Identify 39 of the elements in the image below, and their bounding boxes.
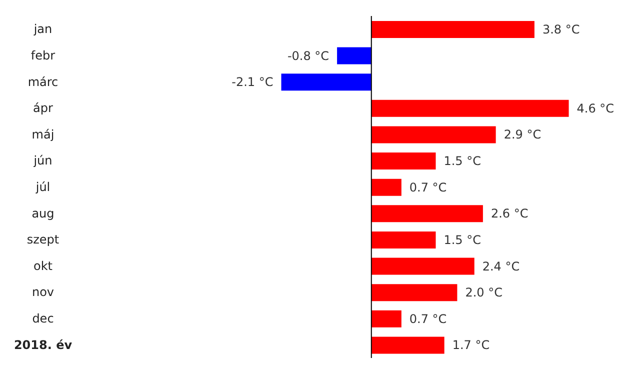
- data-label: 2.0 °C: [465, 286, 502, 300]
- data-label: 4.6 °C: [576, 101, 614, 116]
- data-label: 1.5 °C: [444, 154, 482, 168]
- y-tick-label: jún: [32, 154, 52, 168]
- bar: [371, 258, 474, 275]
- y-tick-label: aug: [32, 206, 54, 220]
- data-label: 0.7 °C: [409, 312, 447, 326]
- y-tick-label: márc: [28, 74, 58, 89]
- y-tick-label: febr: [30, 48, 56, 62]
- bar: [371, 205, 483, 222]
- bar: [371, 126, 496, 144]
- bar: [371, 336, 444, 354]
- y-tick-label: ápr: [33, 101, 54, 116]
- data-label: -0.8 °C: [287, 48, 330, 63]
- data-label: 2.4 °C: [482, 259, 520, 274]
- y-tick-label: dec: [32, 312, 54, 326]
- bar: [337, 47, 372, 64]
- bar: [371, 178, 402, 196]
- y-tick-label: okt: [34, 258, 53, 273]
- bar: [371, 284, 458, 302]
- bar: [281, 74, 372, 91]
- y-tick-label: máj: [32, 127, 54, 142]
- bar: [371, 152, 436, 170]
- y-tick-label: nov: [32, 285, 54, 300]
- data-label: 2.6 °C: [490, 206, 528, 221]
- y-tick-label: szept: [26, 232, 60, 247]
- data-label: 2.9 °C: [504, 128, 542, 142]
- y-tick-label: júl: [34, 180, 50, 194]
- bar: [371, 100, 569, 117]
- data-label: 1.7 °C: [452, 338, 490, 352]
- data-label: -2.1 °C: [232, 75, 274, 90]
- y-tick-label: 2018. év: [14, 338, 72, 352]
- data-label: 1.5 °C: [444, 232, 482, 247]
- bar: [371, 21, 534, 38]
- data-label: 0.7 °C: [409, 180, 447, 194]
- bar: [371, 310, 402, 328]
- bar: [371, 231, 436, 248]
- data-label: 3.8 °C: [542, 22, 580, 36]
- y-tick-label: jan: [32, 22, 52, 36]
